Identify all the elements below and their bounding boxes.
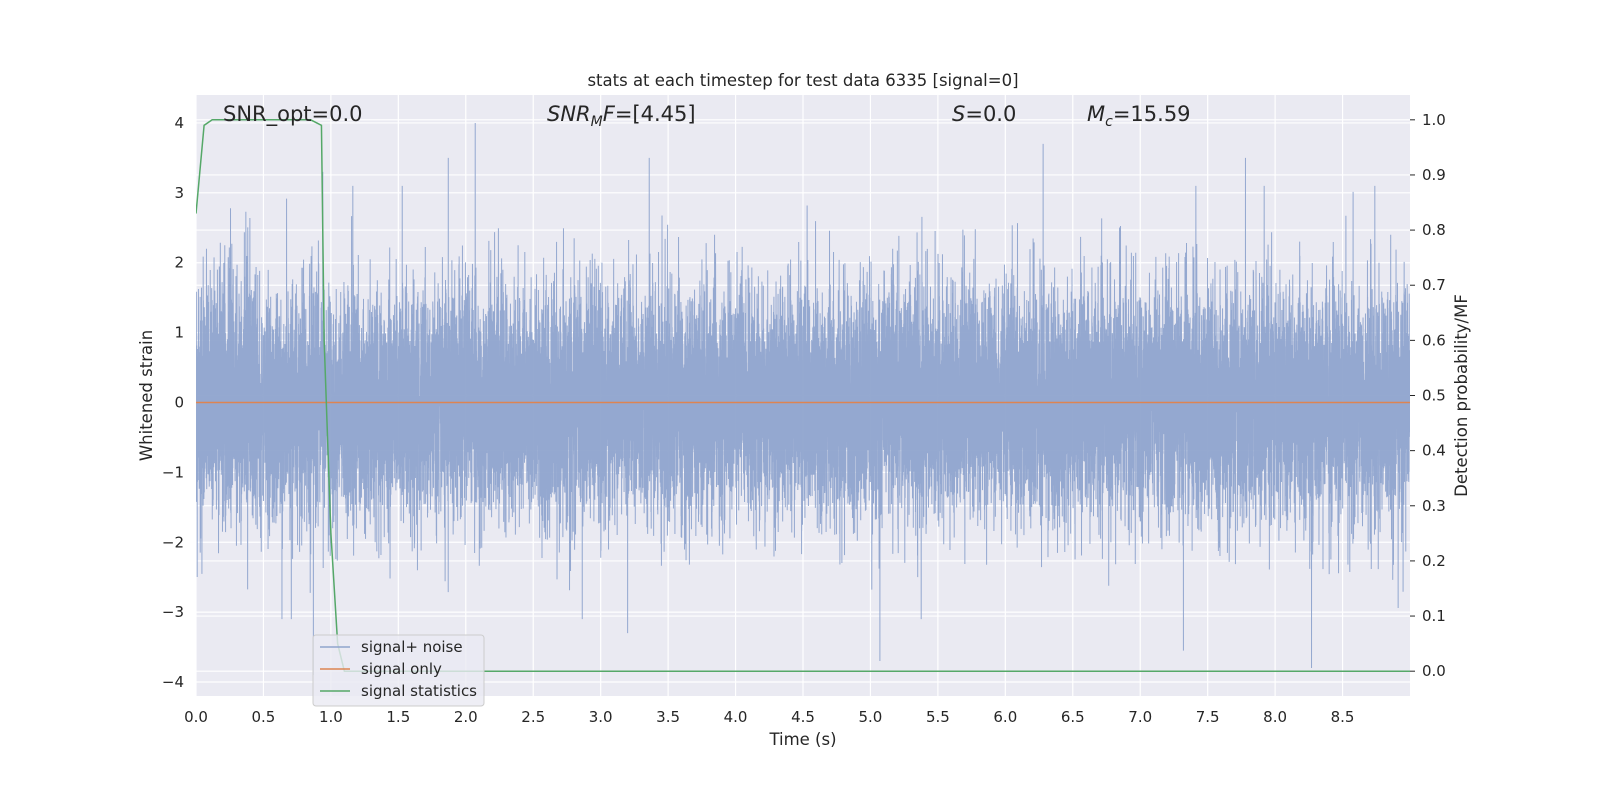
y-right-tick-label: 0.4 (1422, 442, 1446, 460)
y-right-tick-label: 0.7 (1422, 276, 1446, 294)
x-tick-label: 6.5 (1061, 708, 1085, 726)
x-tick-label: 7.0 (1128, 708, 1152, 726)
x-tick-label: 8.0 (1263, 708, 1287, 726)
x-axis-label: Time (s) (768, 730, 836, 749)
y-tick-label: −4 (162, 673, 184, 691)
x-tick-label: 0.5 (252, 708, 276, 726)
y-right-tick-label: 0.1 (1422, 607, 1446, 625)
series-signal-noise (196, 122, 1410, 676)
y-right-tick-label: 0.2 (1422, 552, 1446, 570)
s-value: =0.0 (965, 102, 1016, 126)
x-tick-label: 4.0 (724, 708, 748, 726)
x-tick-label: 0.0 (184, 708, 208, 726)
y-right-tick-label: 0.6 (1422, 331, 1446, 349)
x-tick-label: 2.5 (521, 708, 545, 726)
ticks: 0.0 0.5 1.0 1.5 2.0 2.5 3.0 3.5 4.0 4.5 5.0 5.5 6.0 6… (162, 111, 1446, 726)
x-tick-label: 3.0 (589, 708, 613, 726)
s-name: S (952, 102, 965, 126)
legend: signal+ noise signal only signal statist… (312, 634, 485, 707)
y-right-tick-label: 1.0 (1422, 111, 1446, 129)
legend-label-signal-noise: signal+ noise (361, 638, 463, 656)
y-right-tick-label: 0.8 (1422, 221, 1446, 239)
snr-mf-subscript: M (591, 114, 603, 130)
x-tick-label: 4.5 (791, 708, 815, 726)
x-tick-label: 8.5 (1331, 708, 1355, 726)
legend-label-signal-only: signal only (361, 660, 442, 678)
y-tick-label: −2 (162, 533, 184, 551)
mc-name: M (1087, 102, 1105, 126)
y-tick-label: 4 (174, 114, 184, 132)
mc-value: =15.59 (1113, 102, 1191, 126)
mc-subscript: c (1105, 114, 1113, 130)
legend-box (312, 634, 485, 707)
y-tick-label: 0 (174, 393, 184, 411)
y-tick-label: −1 (162, 463, 184, 481)
series-signal-statistics (196, 119, 1410, 672)
y-axis-label: Whitened strain (137, 330, 156, 461)
snr-mf-suffix: F (603, 102, 616, 126)
x-tick-label: 1.0 (319, 708, 343, 726)
x-tick-label: 3.5 (656, 708, 680, 726)
x-tick-label: 5.5 (926, 708, 950, 726)
legend-label-signal-statistics: signal statistics (361, 682, 477, 700)
annotation-mc: Mc=15.59 (1087, 102, 1191, 130)
y-tick-label: 2 (174, 254, 184, 272)
y-right-tick-label: 0.9 (1422, 166, 1446, 184)
y-right-tick-label: 0.0 (1422, 662, 1446, 680)
y-right-tick-label: 0.3 (1422, 497, 1446, 515)
series-layer (196, 119, 1410, 676)
x-tick-label: 7.5 (1196, 708, 1220, 726)
x-tick-label: 1.5 (386, 708, 410, 726)
x-tick-label: 6.0 (993, 708, 1017, 726)
annotation-snr-mf: SNRMF=[4.45] (547, 102, 696, 130)
x-tick-label: 5.0 (859, 708, 883, 726)
chart-title: stats at each timestep for test data 633… (587, 71, 1018, 90)
y-right-tick-label: 0.5 (1422, 387, 1446, 405)
annotation-s: S=0.0 (952, 102, 1016, 126)
annotation-snr-opt: SNR_opt=0.0 (223, 102, 363, 127)
snr-mf-value: =[4.45] (615, 102, 696, 126)
y-tick-label: 1 (174, 324, 184, 342)
x-tick-label: 2.0 (454, 708, 478, 726)
snr-mf-name: SNR (547, 102, 591, 126)
y-axis-right-label: Detection probability/MF (1452, 294, 1471, 497)
y-tick-label: −3 (162, 603, 184, 621)
y-tick-label: 3 (174, 184, 184, 202)
